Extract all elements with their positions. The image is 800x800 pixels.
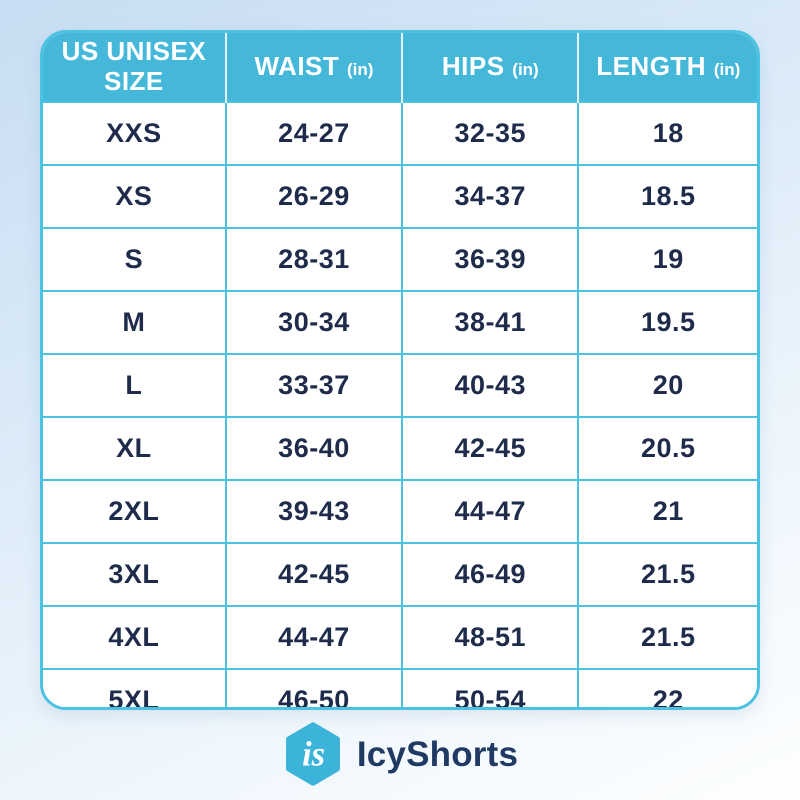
- length-cell: 21: [578, 479, 757, 543]
- waist-cell: 33-37: [225, 353, 404, 417]
- length-cell: 18: [578, 101, 757, 165]
- hips-cell: 36-39: [402, 227, 580, 291]
- size-cell: M: [43, 290, 227, 354]
- hips-cell: 48-51: [402, 605, 580, 669]
- header-label: US UNISEX SIZE: [61, 36, 207, 96]
- brand-name: IcyShorts: [356, 734, 519, 774]
- size-cell: XS: [43, 164, 227, 228]
- table-row: 3XL 42-45 46-49 21.5: [43, 542, 757, 606]
- table-row: 2XL 39-43 44-47 21: [43, 479, 757, 543]
- logo-icon-text: is: [302, 735, 325, 773]
- table-row: XS 26-29 34-37 18.5: [43, 164, 757, 228]
- header-cell-waist: WAIST (in): [225, 33, 404, 102]
- size-cell: S: [43, 227, 227, 291]
- length-cell: 20.5: [578, 416, 757, 480]
- header-label: LENGTH: [596, 51, 707, 82]
- size-cell: 3XL: [43, 542, 227, 606]
- length-cell: 21.5: [578, 605, 757, 669]
- size-chart-table: US UNISEX SIZE WAIST (in) HIPS (in) LENG…: [43, 33, 757, 707]
- header-cell-size: US UNISEX SIZE: [43, 33, 227, 102]
- waist-cell: 36-40: [225, 416, 404, 480]
- table-row: M 30-34 38-41 19.5: [43, 290, 757, 354]
- waist-cell: 42-45: [225, 542, 404, 606]
- length-cell: 21.5: [578, 542, 757, 606]
- header-label: WAIST: [254, 51, 340, 82]
- size-cell: L: [43, 353, 227, 417]
- table-row: L 33-37 40-43 20: [43, 353, 757, 417]
- header-row: US UNISEX SIZE WAIST (in) HIPS (in) LENG…: [43, 33, 757, 102]
- header-unit: (in): [512, 60, 539, 80]
- header-unit: (in): [347, 60, 374, 80]
- hips-cell: 50-54: [402, 668, 580, 707]
- header-cell-length: LENGTH (in): [578, 33, 757, 102]
- length-cell: 22: [578, 668, 757, 707]
- table-row: XXS 24-27 32-35 18: [43, 101, 757, 165]
- waist-cell: 28-31: [225, 227, 404, 291]
- hips-cell: 34-37: [402, 164, 580, 228]
- table-body: XXS 24-27 32-35 18 XS 26-29 34-37 18.5 S…: [43, 101, 757, 707]
- hips-cell: 32-35: [402, 101, 580, 165]
- hips-cell: 38-41: [402, 290, 580, 354]
- icyshorts-hexagon-icon: is: [285, 722, 340, 786]
- waist-cell: 44-47: [225, 605, 404, 669]
- table-row: 5XL 46-50 50-54 22: [43, 668, 757, 707]
- hips-cell: 42-45: [402, 416, 580, 480]
- size-cell: XL: [43, 416, 227, 480]
- size-chart-card: US UNISEX SIZE WAIST (in) HIPS (in) LENG…: [40, 30, 760, 710]
- table-header: US UNISEX SIZE WAIST (in) HIPS (in) LENG…: [43, 33, 757, 102]
- size-cell: 2XL: [43, 479, 227, 543]
- table-row: S 28-31 36-39 19: [43, 227, 757, 291]
- length-cell: 19.5: [578, 290, 757, 354]
- waist-cell: 30-34: [225, 290, 404, 354]
- header-unit: (in): [713, 60, 741, 80]
- hips-cell: 40-43: [402, 353, 580, 417]
- waist-cell: 39-43: [225, 479, 404, 543]
- length-cell: 20: [578, 353, 757, 417]
- table-row: XL 36-40 42-45 20.5: [43, 416, 757, 480]
- header-label: HIPS: [441, 51, 505, 82]
- length-cell: 18.5: [578, 164, 757, 228]
- hips-cell: 44-47: [402, 479, 580, 543]
- header-cell-hips: HIPS (in): [402, 33, 580, 102]
- waist-cell: 24-27: [225, 101, 404, 165]
- size-cell: XXS: [43, 101, 227, 165]
- waist-cell: 26-29: [225, 164, 404, 228]
- table-row: 4XL 44-47 48-51 21.5: [43, 605, 757, 669]
- hips-cell: 46-49: [402, 542, 580, 606]
- waist-cell: 46-50: [225, 668, 404, 707]
- size-cell: 4XL: [43, 605, 227, 669]
- brand-logo: is IcyShorts: [0, 722, 800, 786]
- size-cell: 5XL: [43, 668, 227, 707]
- length-cell: 19: [578, 227, 757, 291]
